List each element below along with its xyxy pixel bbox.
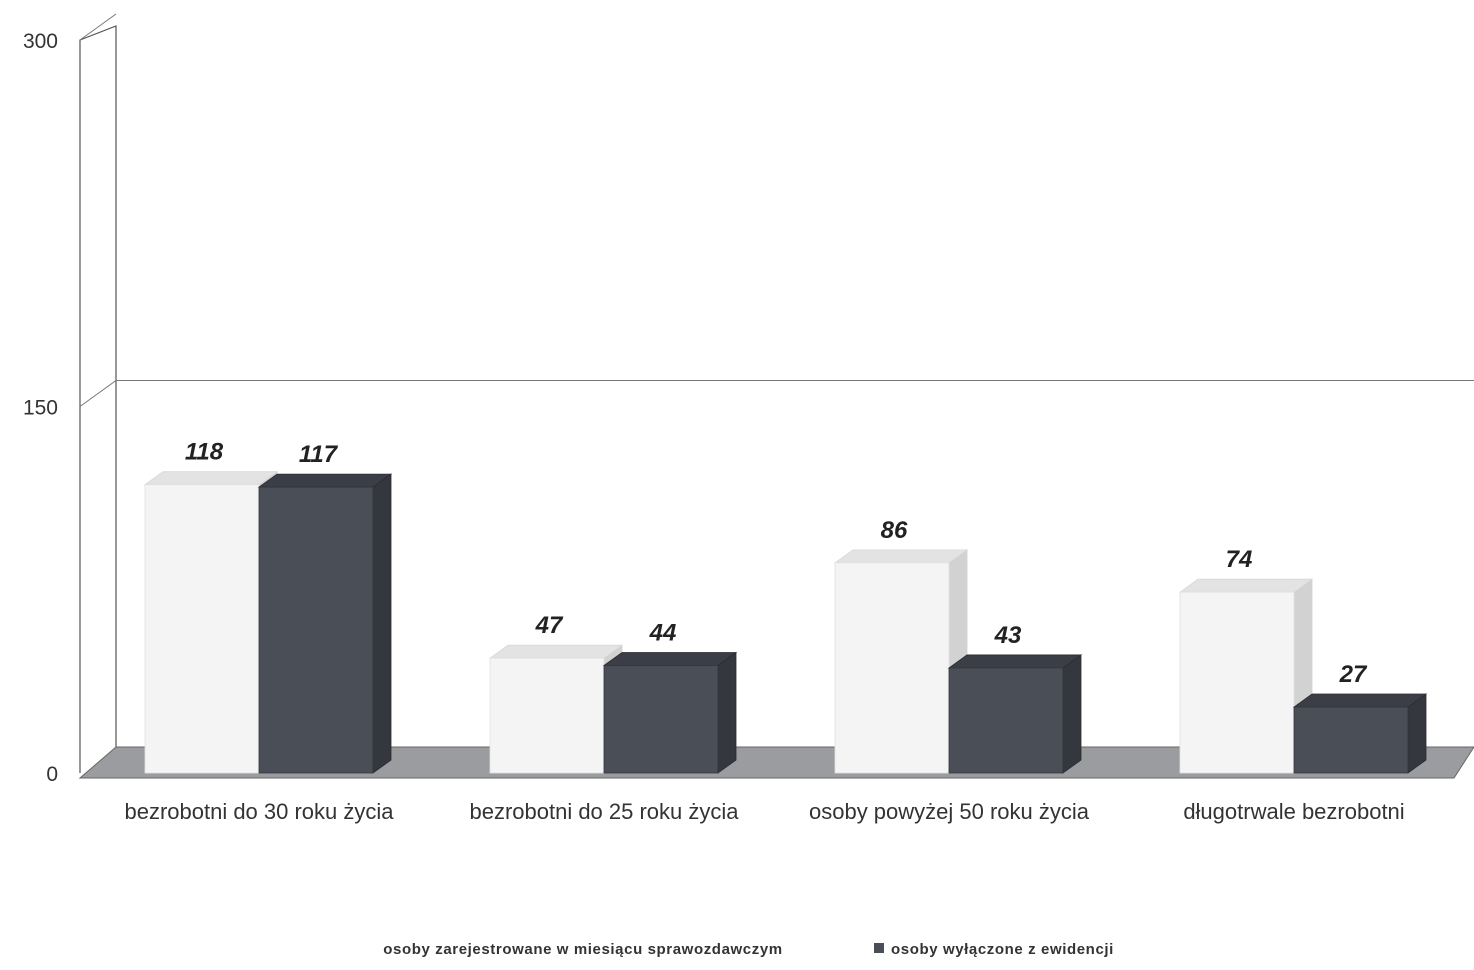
gridlines bbox=[79, 13, 1474, 407]
y-tick-label: 300 bbox=[23, 30, 58, 53]
legend: osoby zarejestrowane w miesiącu sprawozd… bbox=[383, 941, 1114, 958]
y-tick-label: 0 bbox=[46, 763, 58, 786]
floor bbox=[78, 746, 1474, 779]
bar-0-1 bbox=[257, 473, 393, 774]
x-tick-label: bezrobotni do 25 roku życia bbox=[469, 799, 739, 824]
data-label: 86 bbox=[881, 517, 908, 544]
y-tick-label: 150 bbox=[23, 397, 58, 420]
x-tick-label: bezrobotni do 30 roku życia bbox=[124, 799, 394, 824]
data-labels: 118 117 47 44 86 43 74 27 bbox=[185, 439, 1368, 688]
bar-3-1 bbox=[1292, 693, 1428, 774]
data-label: 118 bbox=[185, 439, 224, 466]
legend-entry-label: osoby zarejestrowane w miesiącu sprawozd… bbox=[383, 941, 782, 958]
chart-walls bbox=[79, 25, 117, 773]
chart-floor bbox=[78, 746, 1474, 779]
x-tick-label: osoby powyżej 50 roku życia bbox=[809, 799, 1090, 824]
x-tick-label: długotrwale bezrobotni bbox=[1183, 799, 1404, 824]
legend-swatch bbox=[874, 943, 884, 953]
left-wall bbox=[79, 25, 117, 773]
data-label: 117 bbox=[299, 441, 339, 468]
data-label: 43 bbox=[994, 622, 1022, 649]
bar-2-1 bbox=[947, 654, 1083, 774]
x-axis-categories: bezrobotni do 30 roku życia bezrobotni do… bbox=[124, 799, 1404, 824]
bar-2-0 bbox=[833, 549, 969, 774]
data-label: 27 bbox=[1339, 661, 1368, 688]
data-label: 44 bbox=[649, 619, 677, 646]
bars bbox=[143, 470, 1428, 774]
bar-0-0 bbox=[143, 470, 279, 774]
data-label: 47 bbox=[535, 612, 564, 639]
y-axis-ticks: 0 150 300 bbox=[23, 30, 58, 786]
bar-3-0 bbox=[1178, 578, 1314, 774]
gridline-side bbox=[79, 380, 117, 407]
legend-entry-label: osoby wyłączone z ewidencji bbox=[891, 941, 1114, 958]
data-label: 74 bbox=[1226, 546, 1253, 573]
bar-1-1 bbox=[602, 651, 738, 774]
bar-1-0 bbox=[488, 644, 624, 774]
gridline-side bbox=[79, 13, 117, 41]
